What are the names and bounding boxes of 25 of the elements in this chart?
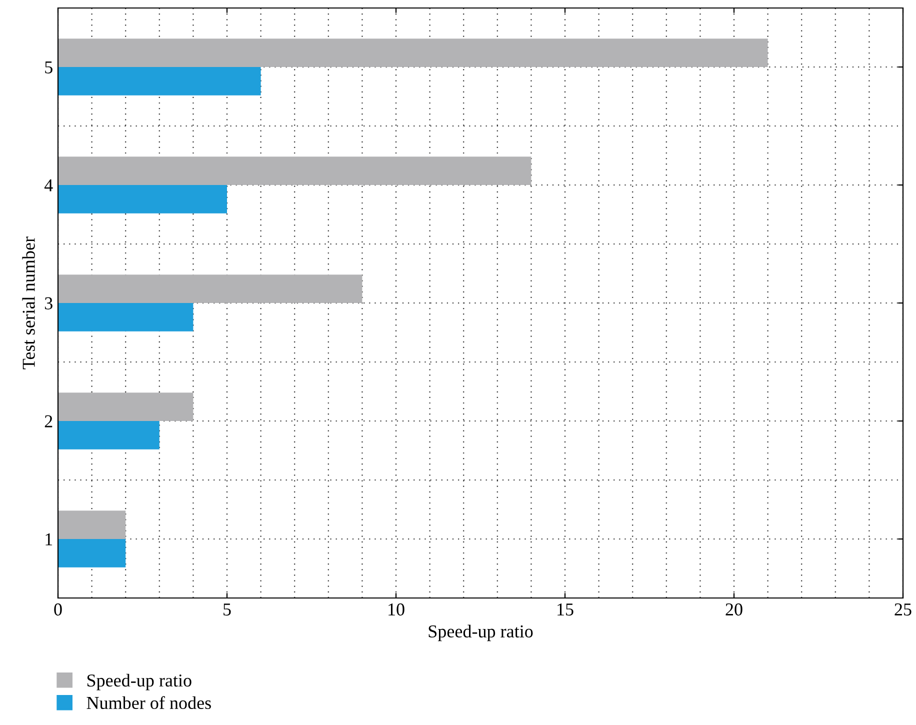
y-tick-label: 3 [44,297,52,310]
bar [58,67,261,96]
bar [58,303,194,332]
bar [58,510,126,539]
bar [58,274,362,303]
y-tick-label: 1 [46,533,52,546]
bar [58,156,532,185]
bar [58,421,160,450]
bar [58,38,768,67]
x-tick-label: 20 [726,603,742,616]
y-tick-label: 4 [44,179,53,192]
x-tick-label: 15 [558,603,574,616]
x-tick-label: 10 [388,603,404,616]
y-axis-title: Test serial number [22,236,35,370]
bar [58,392,194,421]
x-tick-label: 25 [894,603,912,616]
legend-label: Number of nodes [86,696,211,710]
bar [58,185,227,214]
y-tick-label: 2 [44,415,52,428]
legend-label: Speed-up ratio [87,674,192,690]
bar [58,539,126,568]
y-tick-label: 5 [45,61,52,74]
x-axis-title: Speed-up ratio [428,624,533,642]
x-tick-label: 0 [54,603,62,616]
x-tick-label: 5 [224,604,231,616]
